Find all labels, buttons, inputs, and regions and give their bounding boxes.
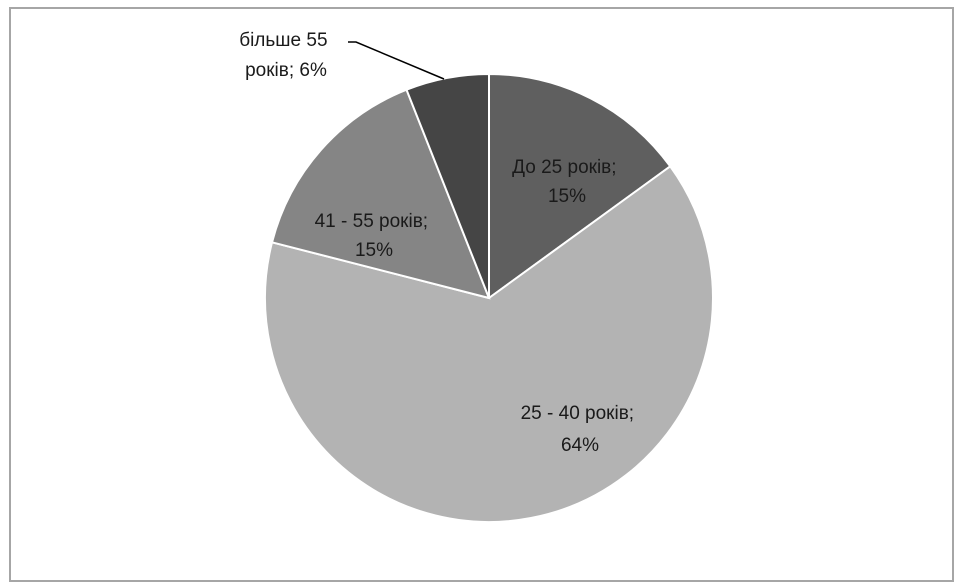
pie-slice-under-25 bbox=[488, 72, 672, 300]
slice-label-over-55-value: років; 6% bbox=[245, 60, 327, 81]
pie-slice-41-55 bbox=[270, 88, 491, 300]
slice-label-25-40: 25 - 40 років; 64% bbox=[521, 403, 640, 456]
pie-slice-over-55 bbox=[405, 72, 490, 299]
slice-label-under-25-value: 15% bbox=[548, 186, 586, 207]
slice-label-under-25: До 25 років; 15% bbox=[512, 157, 622, 207]
leader-line bbox=[348, 41, 445, 80]
slice-label-over-55: більше 55 років; 6% bbox=[239, 30, 333, 81]
pie-slice-25-40 bbox=[264, 164, 714, 523]
slice-label-over-55-name: більше 55 bbox=[239, 30, 327, 51]
slice-label-25-40-value: 64% bbox=[561, 435, 599, 456]
slice-label-41-55-value: 15% bbox=[355, 240, 393, 261]
slice-label-under-25-name: До 25 років; bbox=[512, 157, 616, 178]
slice-label-41-55: 41 - 55 років; 15% bbox=[315, 211, 434, 261]
slice-label-25-40-name: 25 - 40 років; bbox=[521, 403, 634, 424]
slice-label-41-55-name: 41 - 55 років; bbox=[315, 211, 428, 232]
